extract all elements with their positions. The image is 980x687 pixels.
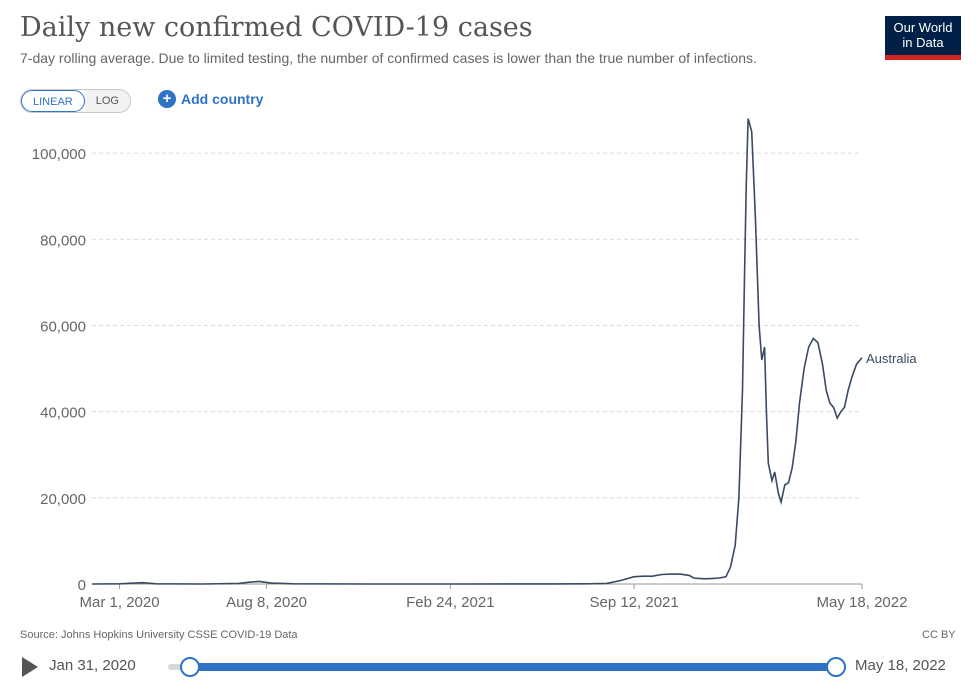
timeline-start-handle[interactable] xyxy=(180,657,200,677)
chart-subtitle: 7-day rolling average. Due to limited te… xyxy=(20,50,757,66)
y-tick-label: 80,000 xyxy=(40,232,86,249)
y-tick-label: 100,000 xyxy=(32,146,86,163)
our-world-in-data-logo[interactable]: Our World in Data xyxy=(885,16,961,60)
log-scale-button[interactable]: LOG xyxy=(84,90,130,112)
x-tick-label: Aug 8, 2020 xyxy=(226,594,307,611)
scale-toggle: LINEAR LOG xyxy=(20,89,131,113)
chart-grid xyxy=(92,152,862,499)
y-tick-label: 60,000 xyxy=(40,318,86,335)
plus-circle-icon: + xyxy=(158,90,176,108)
logo-line-2: in Data xyxy=(902,35,944,50)
add-country-label: Add country xyxy=(181,91,264,107)
timeline-start-label: Jan 31, 2020 xyxy=(49,657,136,674)
y-axis-ticks: 0 20,000 40,000 60,000 80,000 100,000 xyxy=(32,146,86,594)
linear-scale-button[interactable]: LINEAR xyxy=(21,90,85,112)
timeline-end-handle[interactable] xyxy=(826,657,846,677)
y-tick-label: 0 xyxy=(78,577,86,594)
timeline-end-label: May 18, 2022 xyxy=(855,657,946,674)
timeline-range-fill xyxy=(190,663,836,671)
x-tick-label: May 18, 2022 xyxy=(817,594,908,611)
add-country-button[interactable]: + Add country xyxy=(158,90,263,108)
play-icon[interactable] xyxy=(22,657,38,677)
chart-title: Daily new confirmed COVID-19 cases xyxy=(20,12,533,43)
source-note[interactable]: Source: Johns Hopkins University CSSE CO… xyxy=(20,629,298,641)
timeline: Jan 31, 2020 May 18, 2022 xyxy=(0,650,980,687)
series-label-australia[interactable]: Australia xyxy=(866,351,917,366)
x-tick-label: Sep 12, 2021 xyxy=(589,594,678,611)
x-tick-label: Mar 1, 2020 xyxy=(80,594,160,611)
x-tick-label: Feb 24, 2021 xyxy=(406,594,494,611)
series-line-australia[interactable] xyxy=(91,118,863,585)
y-tick-label: 20,000 xyxy=(40,491,86,508)
license-label[interactable]: CC BY xyxy=(922,629,956,641)
x-axis-ticks: Mar 1, 2020 Aug 8, 2020 Feb 24, 2021 Sep 12… xyxy=(80,584,908,611)
line-chart: 0 20,000 40,000 60,000 80,000 100,000 Mar 1, … xyxy=(32,118,917,611)
logo-line-1: Our World xyxy=(893,20,953,35)
y-tick-label: 40,000 xyxy=(40,405,86,422)
